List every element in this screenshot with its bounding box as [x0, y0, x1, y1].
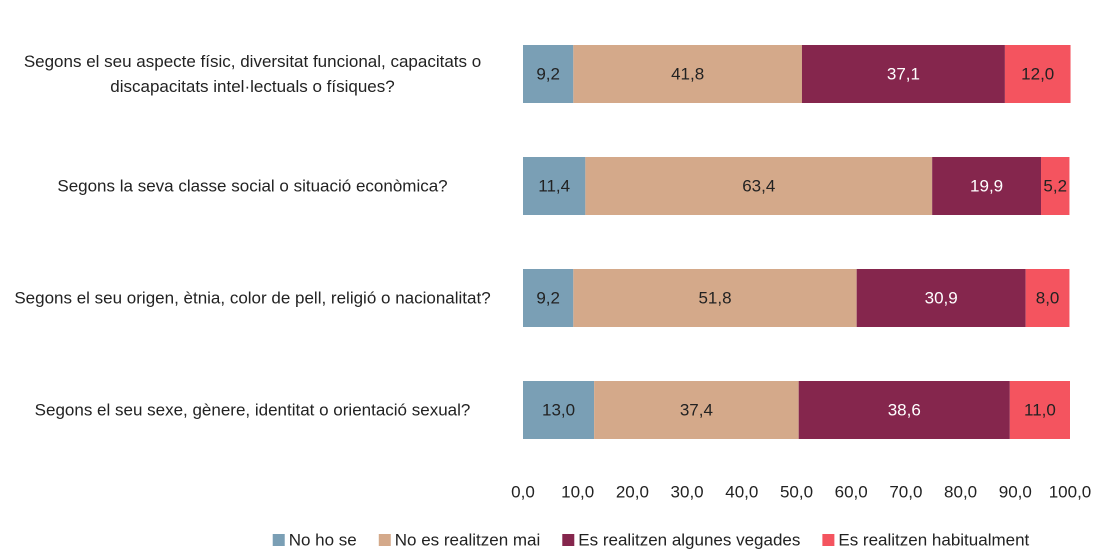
legend-label: No ho se [289, 530, 357, 549]
y-tick-label: Segons el seu sexe, gènere, identitat o … [34, 400, 471, 420]
legend-swatch [822, 534, 835, 546]
x-tick-label: 40,0 [725, 482, 758, 501]
bar-segment [573, 45, 802, 103]
bar-segment [856, 269, 1026, 327]
bar-segment [1009, 381, 1070, 439]
x-tick-label: 20,0 [616, 482, 649, 501]
x-tick-label: 70,0 [889, 482, 922, 501]
data-label: 41,8 [671, 64, 704, 83]
bar-segment [1041, 157, 1070, 215]
bar-segment [1025, 269, 1070, 327]
y-tick-label: Segons la seva classe social o situació … [57, 176, 448, 196]
data-label: 63,4 [742, 176, 775, 195]
x-tick-label: 0,0 [511, 482, 535, 501]
x-tick-label: 10,0 [561, 482, 594, 501]
bar-segment [932, 157, 1042, 215]
data-label: 37,1 [887, 64, 920, 83]
data-label: 51,8 [698, 288, 731, 307]
bar-segment [1004, 45, 1071, 103]
x-tick-label: 50,0 [780, 482, 813, 501]
x-tick-label: 60,0 [835, 482, 868, 501]
data-label: 11,0 [1024, 400, 1056, 419]
data-label: 30,9 [925, 288, 958, 307]
legend-swatch [378, 534, 391, 546]
data-label: 9,2 [536, 64, 560, 83]
bar-segment [801, 45, 1005, 103]
legend-label: Es realitzen algunes vegades [578, 530, 800, 549]
x-tick-label: 90,0 [999, 482, 1032, 501]
data-label: 9,2 [536, 288, 560, 307]
data-label: 38,6 [888, 400, 921, 419]
data-label: 37,4 [680, 400, 713, 419]
bar-segment [573, 269, 857, 327]
legend-label: Es realitzen habitualment [838, 530, 1029, 549]
bar-segment [798, 381, 1010, 439]
legend-swatch [272, 534, 285, 546]
bar-segment [523, 157, 586, 215]
bar-segment [523, 269, 574, 327]
bar-segment [523, 45, 574, 103]
bar-segment [594, 381, 799, 439]
x-tick-label: 80,0 [944, 482, 977, 501]
x-tick-label: 30,0 [671, 482, 704, 501]
data-label: 19,9 [970, 176, 1003, 195]
bar-segment [523, 381, 595, 439]
data-label: 13,0 [542, 400, 575, 419]
bar-segment [585, 157, 933, 215]
data-label: 8,0 [1036, 288, 1060, 307]
y-tick-label: Segons el seu aspecte físic, diversitat … [23, 52, 482, 96]
x-tick-label: 100,0 [1049, 482, 1092, 501]
data-label: 12,0 [1021, 64, 1054, 83]
legend-swatch [562, 534, 575, 546]
legend-label: No es realitzen mai [395, 530, 541, 549]
data-label: 11,4 [538, 176, 570, 195]
data-label: 5,2 [1043, 176, 1067, 195]
y-tick-label: Segons el seu origen, ètnia, color de pe… [14, 288, 491, 308]
